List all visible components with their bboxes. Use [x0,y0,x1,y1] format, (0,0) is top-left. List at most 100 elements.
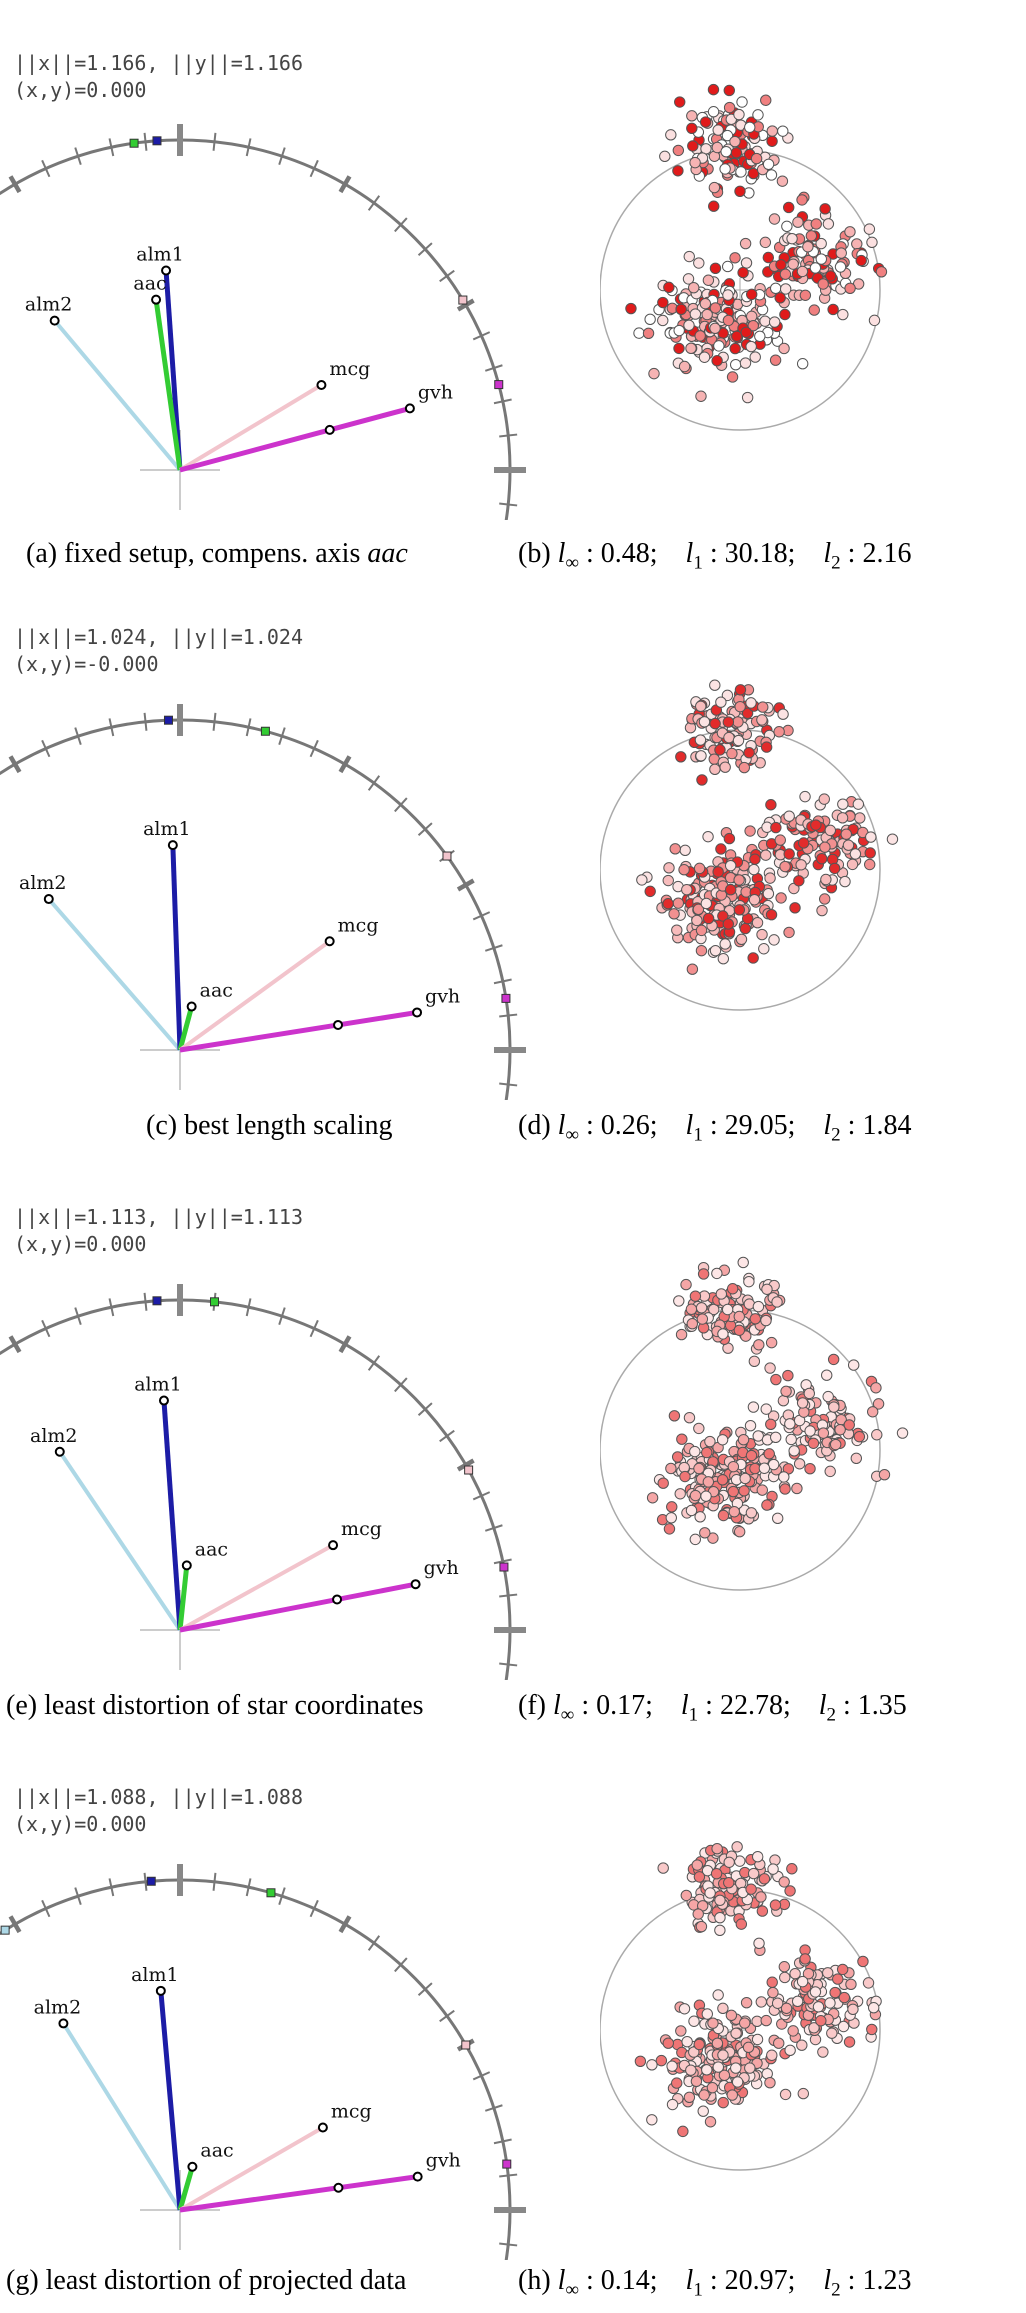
data-point [674,96,686,108]
data-point [729,342,741,355]
data-point [695,944,708,957]
data-point [739,237,752,250]
ring-tick [108,138,115,157]
data-point [779,1483,791,1495]
data-point [733,1526,746,1538]
data-point [695,1920,708,1933]
data-point [729,252,741,264]
data-point [767,1986,779,1999]
data-point [779,308,791,321]
data-point [738,1485,750,1497]
data-point [818,793,830,805]
data-point [665,129,677,141]
data-point [713,340,725,352]
ring-tick [245,718,252,737]
data-point [808,2022,820,2034]
data-point [747,167,760,180]
ring-tick [499,2242,518,2247]
data-point [685,1504,698,1517]
data-point [693,1422,705,1435]
data-point [683,250,695,263]
linf-value: 0.14 [600,2265,650,2296]
data-point [698,716,711,728]
data-point [780,2002,793,2014]
ring-marker-alm1 [146,1876,156,1886]
axis-handle-alm1 [167,840,178,851]
ring-tick [8,755,22,774]
data-point [711,355,723,367]
data-point [668,908,680,920]
info-readout: ||x||=1.024, ||y||=1.024 (x,y)=-0.000 [14,624,303,678]
data-point [704,1887,716,1899]
data-point [682,273,695,285]
data-point [719,761,731,773]
ring-tick [472,331,491,341]
data-point [728,1506,740,1518]
data-point [810,218,822,230]
data-point [768,316,781,328]
data-point [717,910,729,922]
data-point [850,1452,863,1464]
data-point [766,125,778,137]
data-point [689,308,702,320]
dot-product-readout: (x,y)=0.000 [14,1812,147,1836]
data-point [657,1862,669,1874]
data-point [708,200,720,212]
ring-tick [439,269,455,283]
data-point [738,761,750,774]
data-point [796,2039,808,2051]
star-coordinates-plot[interactable]: alm2 alm1 aac mcg gvh [0,1740,560,2260]
data-point [671,2077,683,2089]
data-point [775,259,787,271]
data-point [646,1492,659,1504]
data-point [717,2049,729,2061]
ring-tick [417,1402,433,1416]
data-point [765,799,777,811]
data-point [786,1863,798,1875]
ring-tick [278,1307,286,1326]
data-point [730,2062,742,2074]
star-coordinates-plot[interactable]: alm2 alm1 aac mcg gvh [0,580,560,1100]
data-point [740,1996,753,2009]
data-point [646,2059,658,2071]
data-point [673,324,685,337]
data-point [691,914,703,927]
data-point [867,2002,880,2014]
axis-label-alm2: alm2 [34,1996,82,2018]
star-coordinates-plot[interactable]: alm2 alm1 aac mcg gvh [0,1160,560,1680]
ring-tick [484,2104,503,2112]
data-point [673,342,685,355]
axis-alm2 [58,1450,182,1632]
data-point [732,716,744,728]
ring-tick [417,1982,433,1996]
ring-tick [338,1915,352,1934]
ring-tick [212,1872,217,1891]
data-point [733,1310,745,1323]
figure-panel-c-d: ||x||=1.024, ||y||=1.024 (x,y)=-0.000 al… [0,580,1026,1160]
ring-tick [493,2138,512,2145]
star-coordinates-plot[interactable]: alm2 alm1 aac mcg gvh [0,0,560,520]
ring-marker-mcg [464,1465,474,1475]
data-point [689,1445,701,1458]
data-point [680,1278,692,1291]
data-point [804,1425,816,1437]
data-point [822,218,835,230]
data-point [810,819,822,831]
data-point [717,1509,730,1522]
data-point [712,1989,724,2001]
ring-tick [41,159,51,178]
data-point [837,798,849,810]
data-point [675,2025,687,2037]
data-point [723,1856,735,1868]
data-point [843,2036,856,2048]
data-point [644,313,656,326]
axis-end-gvh [404,403,415,414]
data-point [731,1841,743,1853]
data-point [866,1406,879,1418]
angle-ring [0,718,512,1100]
caption-left-text: (c) best length scaling [146,1110,393,1141]
data-point [709,763,721,776]
ring-tick [74,147,82,166]
data-point [758,943,770,955]
ring-tick [472,911,491,921]
